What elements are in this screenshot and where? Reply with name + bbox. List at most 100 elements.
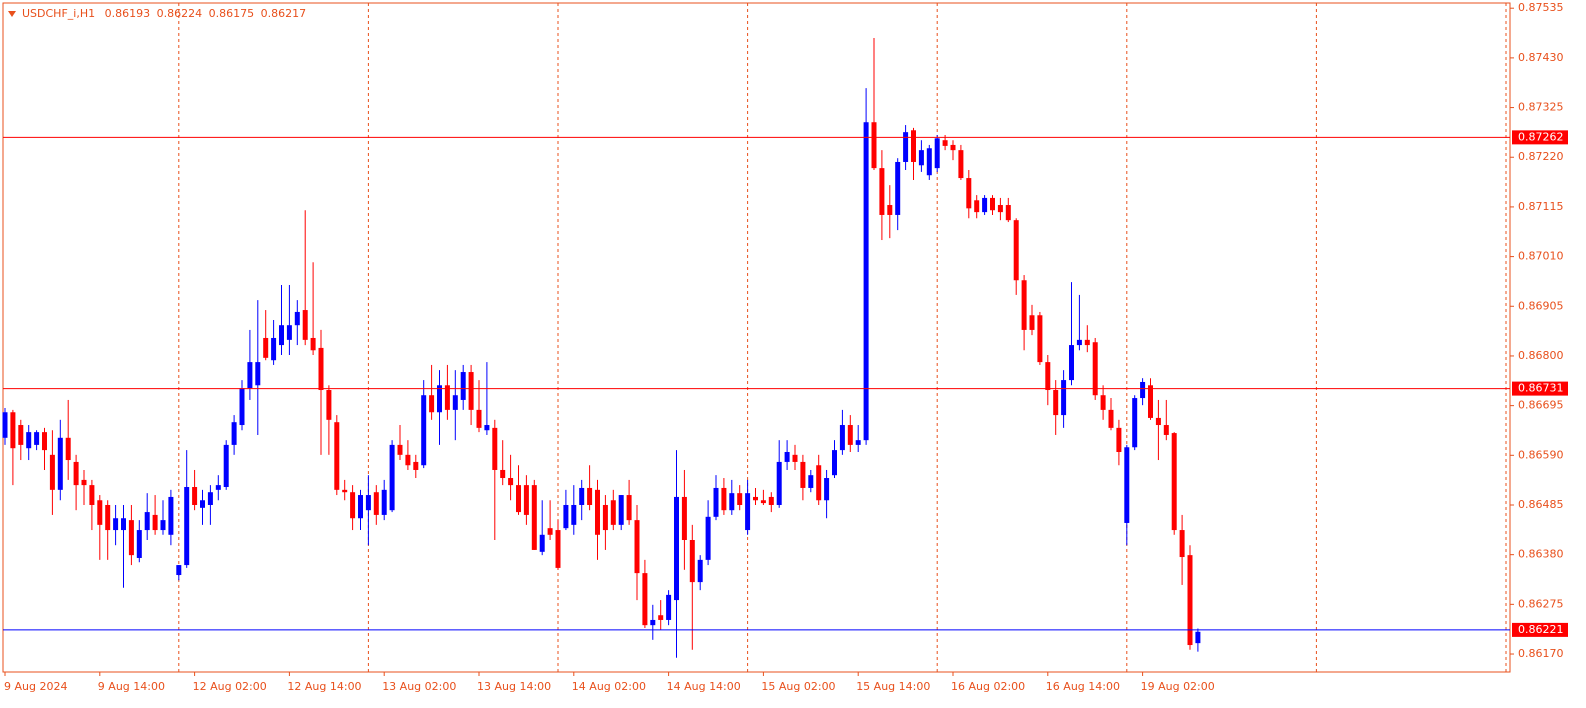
header-close: 0.86217 [261,7,307,20]
y-tick-label: 0.86380 [1518,548,1564,561]
x-tick-label: 14 Aug 14:00 [667,680,741,693]
candle-body [523,485,529,515]
candle-body [1100,395,1106,410]
x-tick-label: 9 Aug 2024 [4,680,67,693]
candle-body [737,493,743,505]
candle-body [365,495,371,511]
y-tick-label: 0.87325 [1518,101,1564,114]
y-tick-label: 0.86275 [1518,597,1564,610]
candle-body [1195,631,1201,644]
level-label: 0.86221 [1518,623,1564,636]
candle-body [113,518,119,531]
candle-body [934,138,940,169]
header-high: 0.86224 [157,7,203,20]
candle-body [1148,385,1153,418]
candle-body [508,478,514,486]
candle-body [595,489,600,535]
level-label: 0.87262 [1518,130,1564,143]
candle-body [689,539,695,583]
x-tick-label: 15 Aug 02:00 [761,680,835,693]
candle-body [1171,433,1177,531]
candle-body [610,500,616,525]
candle-body [926,148,932,176]
candle-body [89,485,95,505]
candle-body [563,504,569,529]
y-tick-label: 0.87010 [1518,250,1564,263]
y-tick-label: 0.87535 [1518,1,1564,14]
candle-body [397,444,403,455]
candle-body [263,337,269,358]
x-tick-label: 16 Aug 02:00 [951,680,1025,693]
candle-body [231,422,237,445]
candle-body [34,432,40,445]
candle-body [1053,390,1059,416]
candle-body [863,122,869,441]
candle-body [855,440,861,445]
candle-body [839,425,845,451]
candle-body [784,451,790,462]
candle-body [373,492,379,515]
x-tick-label: 12 Aug 14:00 [287,680,361,693]
candle-body [484,425,490,431]
candle-body [634,520,640,574]
candle-body [192,487,198,505]
candle-body [816,465,822,501]
candle-body [974,200,980,213]
candle-body [729,493,735,511]
candle-body [334,422,340,490]
candle-body [966,178,972,209]
candle-body [121,518,126,531]
candle-body [81,479,87,486]
candle-body [887,205,893,215]
candle-body [1069,345,1074,381]
candle-body [1132,398,1138,448]
candle-body [437,385,442,413]
candle-body [279,325,284,346]
x-tick-label: 16 Aug 14:00 [1046,680,1120,693]
x-tick-label: 19 Aug 02:00 [1141,680,1215,693]
candle-body [42,432,47,451]
candle-body [350,492,356,519]
candle-body [903,132,909,162]
candle-body [492,427,498,470]
candle-body [1163,425,1169,435]
y-tick-label: 0.86485 [1518,498,1564,511]
candle-body [310,337,316,351]
candle-body [658,615,664,620]
candle-body [642,573,648,626]
candle-body [1029,315,1035,330]
x-tick-label: 9 Aug 14:00 [98,680,165,693]
header-low: 0.86175 [209,7,255,20]
chart-header: USDCHF_i,H1 0.86193 0.86224 0.86175 0.86… [22,7,306,20]
x-tick-label: 13 Aug 14:00 [477,680,551,693]
candle-body [918,150,924,166]
candle-body [618,495,624,525]
candle-body [239,388,245,426]
candle-body [73,461,79,486]
candle-body [792,454,798,462]
candle-body [942,140,948,146]
candle-body [57,437,63,490]
x-tick-label: 14 Aug 02:00 [572,680,646,693]
candle-body [950,144,956,151]
candle-body [136,530,142,558]
candle-body [2,412,8,438]
candle-body [18,425,24,445]
y-tick-label: 0.86800 [1518,349,1564,362]
x-tick-label: 13 Aug 02:00 [382,680,456,693]
candle-body [808,475,814,488]
candle-body [184,487,190,566]
y-tick-label: 0.86590 [1518,448,1564,461]
candle-body [626,495,632,521]
candle-body [1116,427,1122,452]
candle-body [579,487,585,505]
candle-body [168,496,174,535]
candle-body [650,619,656,626]
candle-body [476,409,482,428]
candle-body [444,385,450,410]
candle-body [958,150,964,179]
candle-body [302,310,308,340]
candle-body [405,454,411,466]
